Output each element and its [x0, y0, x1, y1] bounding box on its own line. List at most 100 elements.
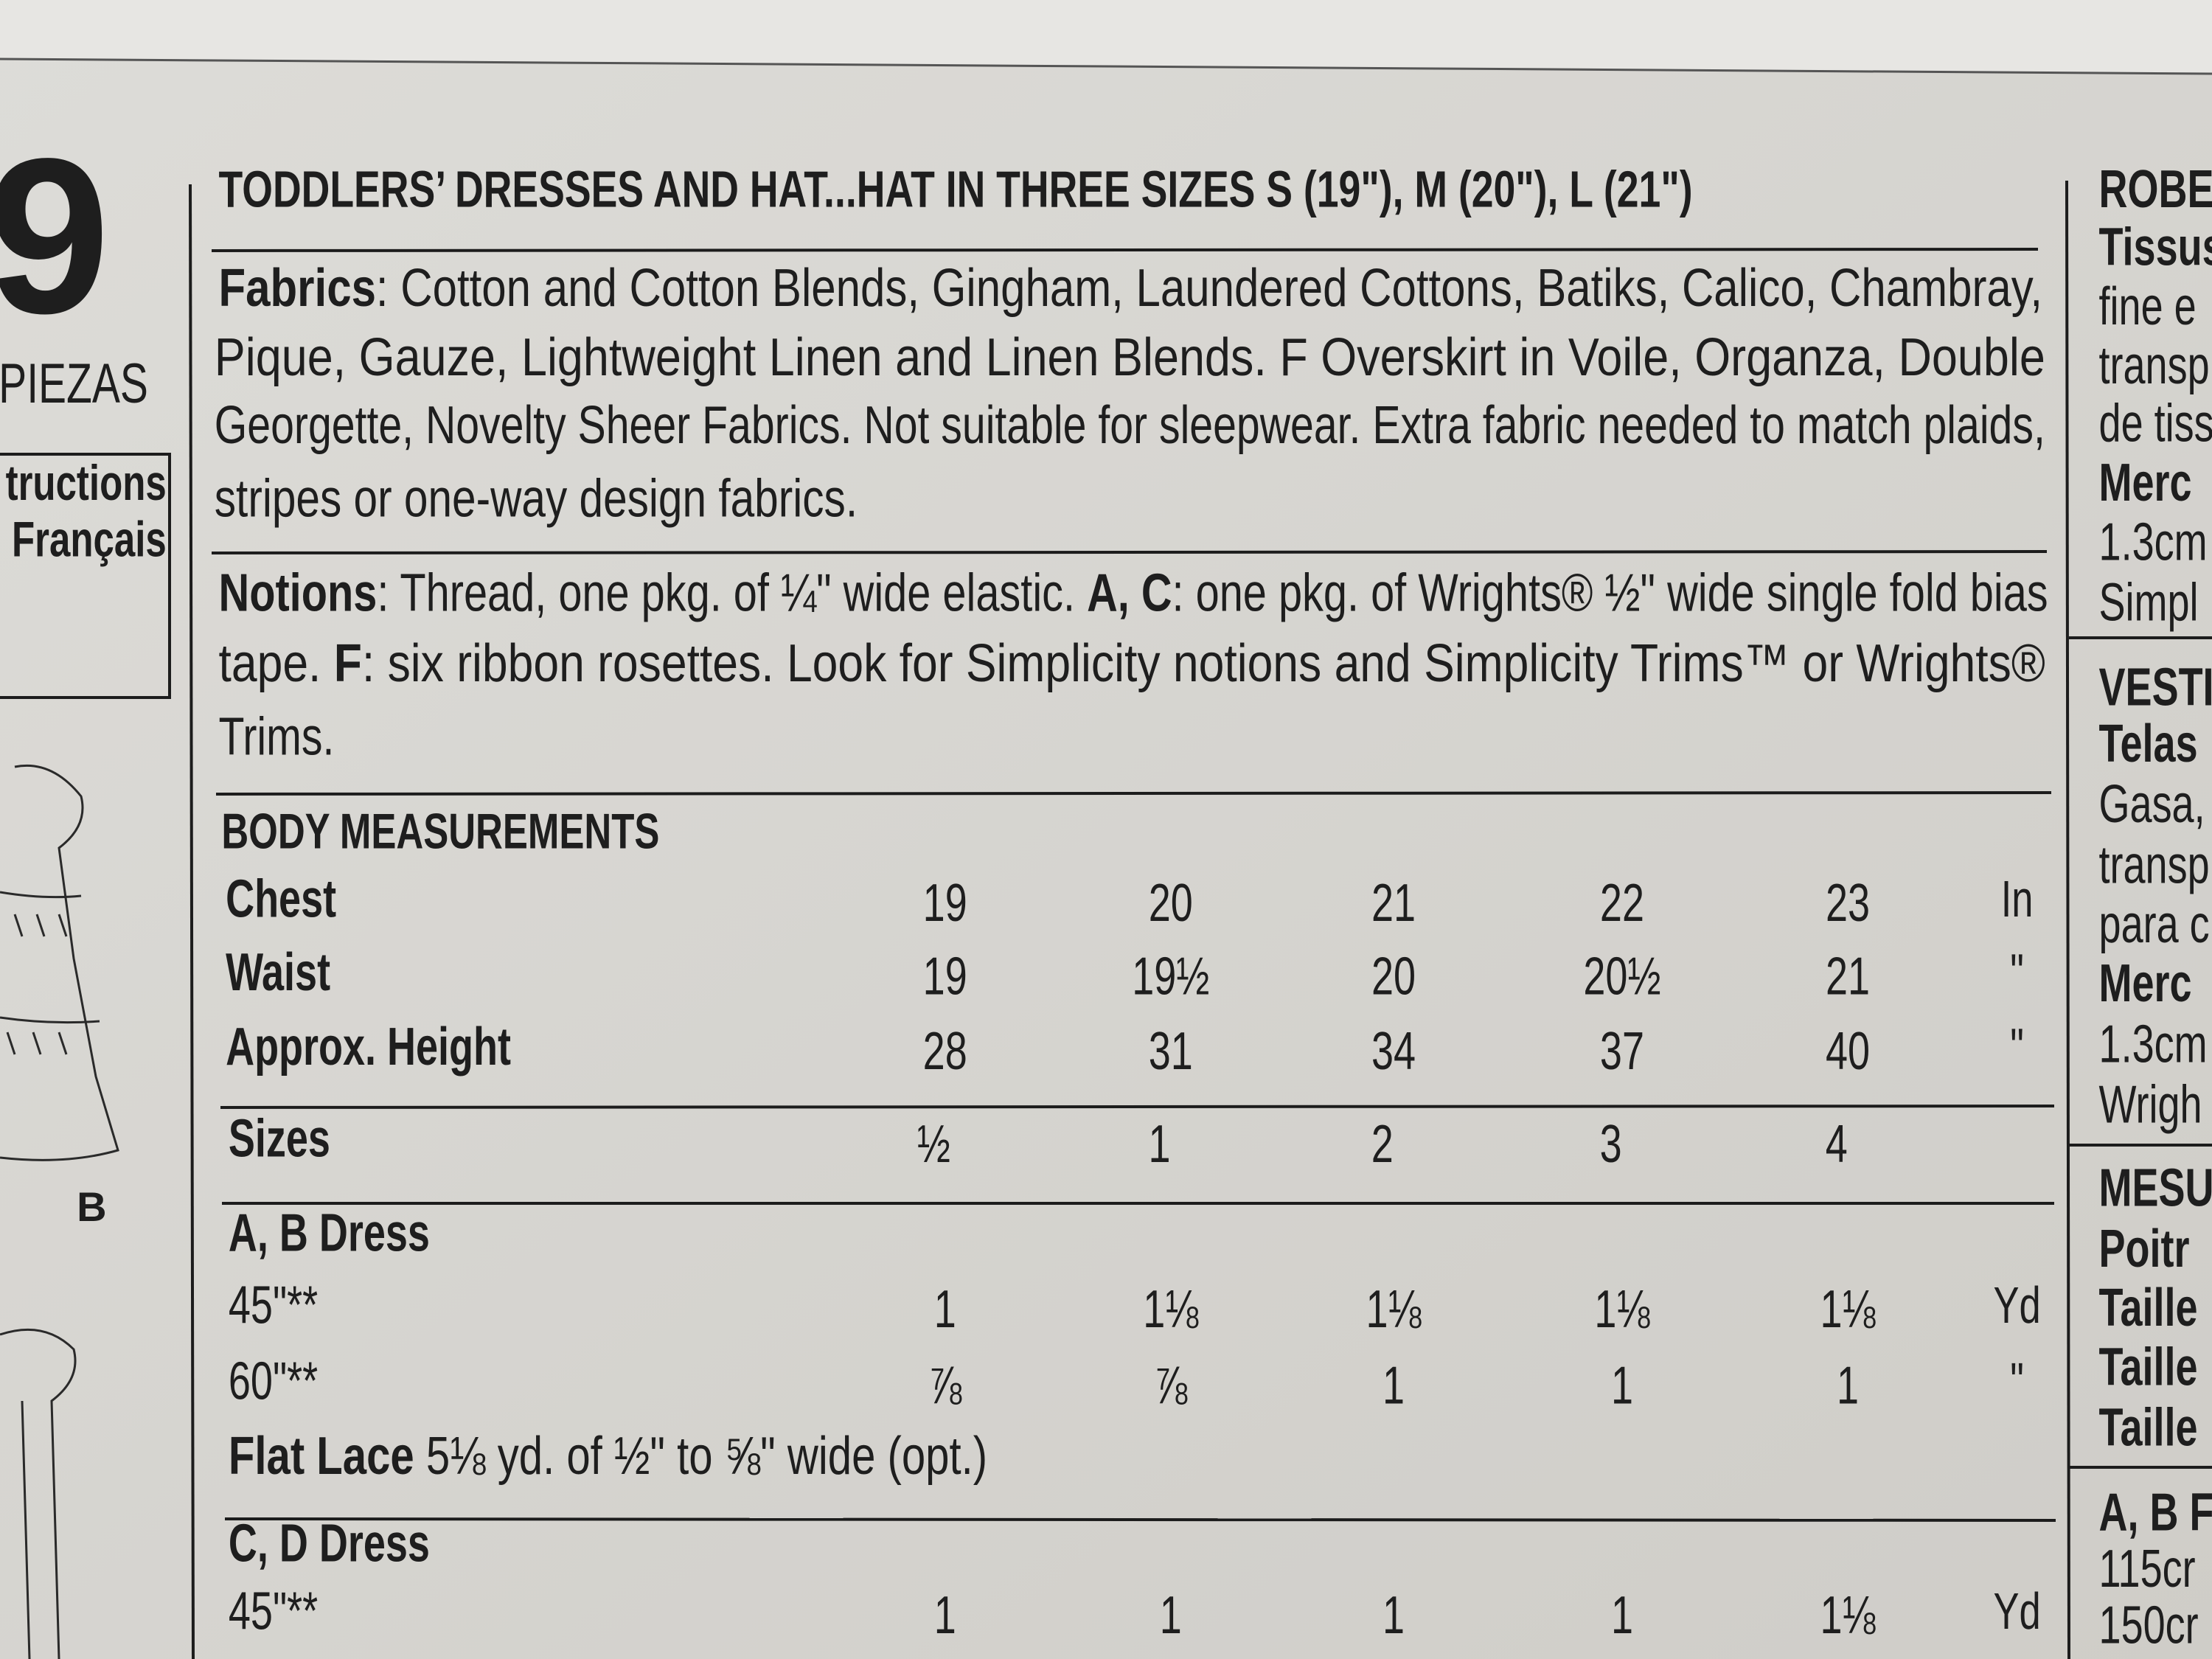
notions-line: Notions: Thread, one pkg. of ¼" wide ela…	[219, 563, 2048, 622]
right-column-line: transp	[2099, 835, 2210, 894]
text-run: Pique, Gauze, Lightweight Linen and Line…	[215, 327, 2045, 386]
notions-line: tape. F: six ribbon rosettes. Look for S…	[219, 633, 2045, 692]
row-label: Chest	[226, 869, 336, 928]
cell: 19	[923, 874, 967, 933]
text-run: : Cotton and Cotton Blends, Gingham, Lau…	[376, 259, 2042, 318]
size: 3	[1600, 1115, 1622, 1174]
fabrics-line: Fabrics: Cotton and Cotton Blends, Gingh…	[219, 259, 2043, 318]
text-run: tape.	[219, 633, 334, 692]
right-column-line: Merc	[2099, 954, 2192, 1013]
cell: 1	[1611, 1586, 1633, 1645]
right-column-line: MESU	[2099, 1158, 2212, 1217]
right-column-line: Tissus	[2099, 218, 2212, 276]
rules	[211, 248, 2212, 1522]
row-label: 45"**	[229, 1582, 318, 1641]
note: Flat Lace 5⅛ yd. of ½" to ⅝" wide (opt.)	[229, 1426, 987, 1485]
size: ½	[917, 1115, 950, 1174]
cell: 1	[934, 1586, 956, 1645]
paper-edge	[0, 0, 2212, 74]
fabrics-line: Georgette, Novelty Sheer Fabrics. Not su…	[215, 395, 2045, 454]
unit: Yd	[1993, 1277, 2040, 1335]
instructions-box	[0, 453, 171, 699]
sizes-label: Sizes	[229, 1109, 330, 1168]
unit: In	[2001, 871, 2034, 928]
right-column-line: Merc	[2099, 453, 2192, 512]
cell: 34	[1371, 1021, 1416, 1080]
cell: 1⅛	[1366, 1280, 1422, 1339]
right-column-line: 1.3cm	[2099, 512, 2208, 571]
row-label: Approx. Height	[226, 1018, 511, 1077]
view-label: B	[77, 1183, 106, 1230]
right-column-line: para c	[2099, 894, 2210, 953]
unit: "	[2010, 1018, 2024, 1076]
fabrics-line: stripes or one-way design fabrics.	[215, 469, 858, 528]
column-divider	[189, 184, 195, 1659]
cell: 1⅛	[1820, 1586, 1877, 1645]
size: 4	[1826, 1115, 1848, 1174]
text-run: Trims.	[219, 707, 335, 766]
right-column-line: Poitr	[2099, 1219, 2190, 1278]
text-run: Notions	[219, 563, 378, 622]
cell: 21	[1826, 947, 1870, 1006]
column-divider	[2065, 180, 2070, 1659]
unit: "	[2010, 1353, 2024, 1411]
title: TODDLERS’ DRESSES AND HAT...HAT IN THREE…	[219, 161, 1693, 218]
rule-line	[224, 1517, 2056, 1522]
right-column-line: 1.3cm	[2099, 1015, 2208, 1074]
cell: 31	[1149, 1021, 1193, 1080]
right-column-line: Simpl	[2099, 573, 2199, 632]
right-column-line: Telas	[2099, 714, 2198, 773]
cell: 19½	[1132, 947, 1209, 1006]
cell: 19	[923, 947, 967, 1006]
text-run: : six ribbon rosettes. Look for Simplici…	[362, 633, 2045, 692]
cell: ⅞	[1154, 1356, 1188, 1415]
right-column-line: Taille	[2099, 1338, 2198, 1397]
cell: 1⅛	[1594, 1280, 1650, 1339]
cell: 1	[1611, 1356, 1633, 1415]
text-run: A, C	[1087, 563, 1172, 622]
right-column-line: Gasa,	[2099, 775, 2205, 834]
instructions-label: tructions	[6, 455, 167, 511]
right-column-line: Taille	[2099, 1398, 2198, 1457]
cell: ⅞	[928, 1356, 962, 1415]
section-title: A, B Dress	[229, 1203, 430, 1262]
cell: 40	[1826, 1021, 1870, 1080]
unit: "	[2010, 944, 2024, 1001]
cell: 1	[1160, 1586, 1182, 1645]
row-label: Waist	[226, 942, 330, 1001]
unit: Yd	[1993, 1583, 2040, 1641]
cell: 1⅛	[1820, 1280, 1877, 1339]
cell: 28	[923, 1021, 967, 1080]
paper-edge-line	[0, 58, 2212, 75]
cell: 20½	[1583, 947, 1660, 1006]
instructions-label: Français	[12, 511, 167, 567]
illustration	[0, 764, 119, 1659]
right-column-line: A, B F	[2099, 1483, 2212, 1542]
row-label: 45"**	[229, 1276, 318, 1335]
section-title: BODY MEASUREMENTS	[221, 803, 659, 859]
text-run: F	[334, 633, 362, 692]
row-label: 60"**	[229, 1352, 318, 1411]
text-run: stripes or one-way design fabrics.	[215, 469, 858, 528]
note-label: Flat Lace	[229, 1426, 414, 1485]
cell: 23	[1826, 874, 1870, 933]
rule-line	[211, 550, 2048, 554]
cell: 1	[1382, 1356, 1405, 1415]
cell: 1	[934, 1280, 956, 1339]
cell: 37	[1600, 1021, 1644, 1080]
pieces-label: PIEZAS	[0, 352, 148, 415]
cell: 22	[1600, 874, 1644, 933]
text-run: : Thread, one pkg. of ¼" wide elastic.	[377, 563, 1087, 622]
cell: 1⅛	[1143, 1280, 1199, 1339]
right-column-line: Wrigh	[2099, 1075, 2202, 1134]
cell: 21	[1371, 874, 1416, 933]
text-run: Fabrics	[219, 259, 376, 318]
right-column-line: VESTI	[2099, 658, 2212, 717]
cell: 20	[1371, 947, 1416, 1006]
text-run: : one pkg. of Wrights® ½" wide single fo…	[1172, 563, 2048, 622]
rule-line	[215, 791, 2052, 796]
right-column-line: 150cr	[2099, 1596, 2199, 1655]
right-column-line: 115cr	[2099, 1540, 2196, 1599]
